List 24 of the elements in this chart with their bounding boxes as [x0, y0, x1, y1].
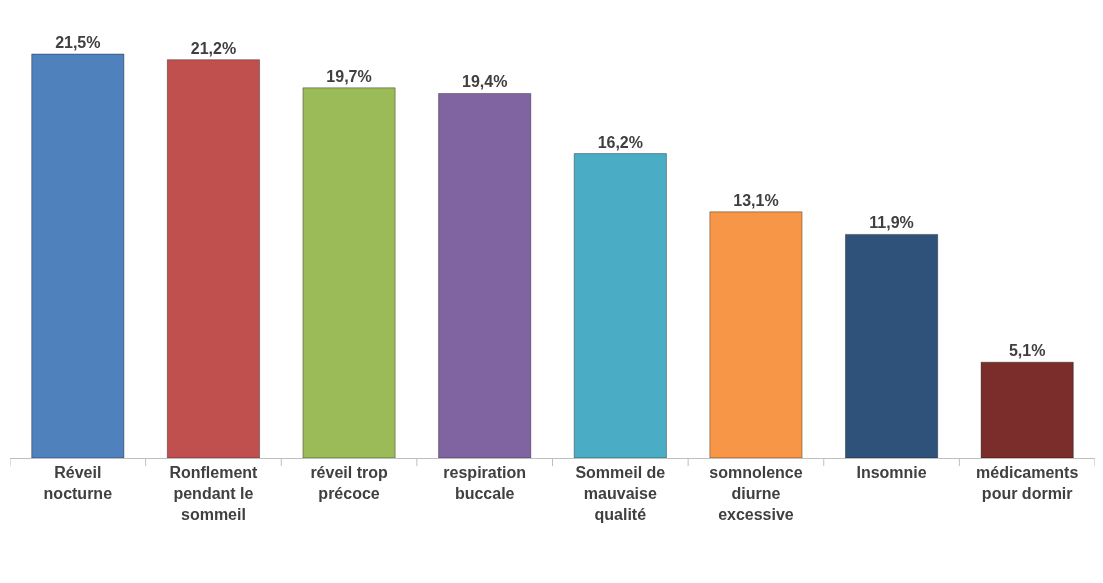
x-tick-label: somnolence diurne excessive [709, 464, 803, 523]
data-label: 11,9% [869, 214, 914, 232]
bar [166, 59, 261, 458]
bar [302, 87, 396, 458]
x-tick-label: Insomnie [856, 464, 927, 482]
bar [438, 92, 532, 458]
bar [709, 211, 803, 458]
x-tick-label: Sommeil de mauvaise qualité [575, 464, 666, 523]
bar [844, 233, 939, 458]
bar [980, 361, 1074, 458]
bar [31, 53, 125, 458]
data-label: 21,5% [55, 34, 101, 52]
data-label: 21,2% [190, 39, 237, 57]
x-tick-label: Réveil nocturne [43, 464, 113, 502]
data-label: 19,7% [326, 67, 372, 85]
x-tick-label: Ronflement pendant le sommeil [169, 464, 259, 523]
x-tick-label: réveil trop précoce [310, 464, 388, 502]
data-label: 13,1% [733, 191, 779, 209]
bar [573, 153, 667, 458]
data-label: 16,2% [597, 133, 643, 151]
x-tick-label: médicaments pour dormir [976, 464, 1079, 502]
data-label: 19,4% [462, 73, 508, 91]
data-label: 5,1% [1008, 342, 1046, 360]
x-tick-label: respiration buccale [443, 464, 527, 502]
